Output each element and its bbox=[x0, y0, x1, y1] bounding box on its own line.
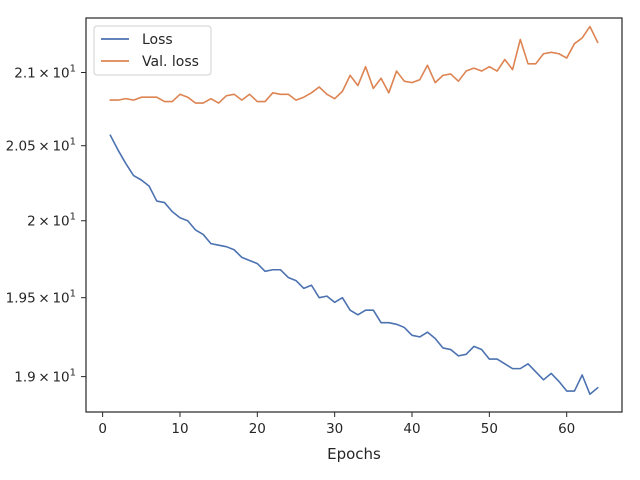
y-tick-base: 10 bbox=[52, 65, 69, 81]
y-tick-base: 10 bbox=[52, 139, 69, 155]
y-tick-mantissa: 2.05 bbox=[6, 139, 36, 155]
y-tick-times: × bbox=[36, 139, 53, 155]
series-layer bbox=[109, 25, 599, 396]
y-tick-exponent: 1 bbox=[70, 289, 76, 300]
series-line-0 bbox=[109, 134, 599, 396]
y-tick-exponent: 1 bbox=[70, 212, 76, 223]
y-tick-times: × bbox=[36, 65, 53, 81]
y-tick-times: × bbox=[36, 370, 53, 386]
x-tick-label: 0 bbox=[98, 421, 107, 437]
y-tick-label: 1.9 × 101 bbox=[14, 368, 76, 386]
y-tick-mantissa: 1.9 bbox=[14, 370, 35, 386]
x-tick-label: 60 bbox=[558, 421, 575, 437]
legend-label-0: Loss bbox=[142, 32, 173, 48]
x-tick-label: 50 bbox=[481, 421, 498, 437]
y-tick-label: 1.95 × 101 bbox=[6, 289, 76, 307]
y-tick-times: × bbox=[36, 214, 53, 230]
y-tick-mantissa: 1.95 bbox=[6, 291, 36, 307]
x-tick-label: 10 bbox=[171, 421, 188, 437]
y-tick-base: 10 bbox=[52, 214, 69, 230]
x-axis: 0 10 20 30 40 50 60 bbox=[98, 412, 575, 437]
y-tick-exponent: 1 bbox=[70, 368, 76, 379]
plot-frame bbox=[85, 17, 623, 413]
y-tick-times: × bbox=[36, 291, 53, 307]
y-tick-base: 10 bbox=[52, 370, 69, 386]
legend: Loss Val. loss bbox=[93, 25, 212, 76]
y-tick-label: 2.05 × 101 bbox=[6, 137, 76, 155]
x-tick-label: 40 bbox=[403, 421, 420, 437]
y-tick-exponent: 1 bbox=[70, 137, 76, 148]
x-tick-label: 20 bbox=[249, 421, 266, 437]
legend-label-1: Val. loss bbox=[142, 54, 199, 70]
y-tick-exponent: 1 bbox=[70, 63, 76, 74]
x-axis-label: Epochs bbox=[327, 445, 381, 463]
x-tick-label: 30 bbox=[326, 421, 343, 437]
y-tick-base: 10 bbox=[52, 291, 69, 307]
y-tick-mantissa: 2.1 bbox=[14, 65, 35, 81]
y-tick-mantissa: 2 bbox=[27, 214, 36, 230]
y-tick-label: 2 × 101 bbox=[27, 212, 76, 230]
y-tick-label: 2.1 × 101 bbox=[14, 63, 76, 81]
series-line-1 bbox=[109, 25, 599, 104]
